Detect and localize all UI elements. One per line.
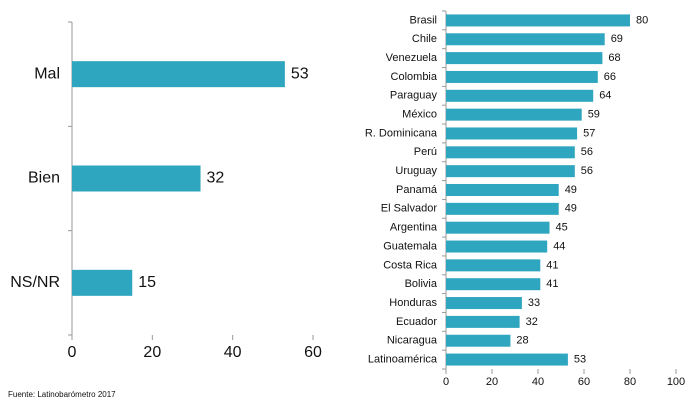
x-tick-label: 0 [68,344,77,361]
x-tick-label: 60 [578,376,590,388]
value-label: 53 [291,65,309,82]
y-tick-label: Venezuela [386,52,438,64]
bar [446,278,541,291]
value-label: 32 [207,170,225,187]
y-tick-label: Guatemala [383,240,438,252]
y-tick-label: Nicaragua [387,335,438,347]
value-label: 15 [138,274,156,291]
bar [446,297,522,310]
bar [446,202,559,215]
bar [446,315,520,328]
bar [446,184,559,196]
y-tick-label: Mal [34,65,60,82]
bar [446,221,550,234]
bar [446,353,568,366]
value-label: 64 [599,90,611,102]
value-label: 45 [556,222,568,234]
value-label: 33 [528,297,540,309]
y-tick-label: Colombia [391,71,438,83]
y-tick-label: Chile [412,33,437,45]
bar [72,269,133,296]
bar [446,259,541,272]
bar [446,108,582,121]
x-tick-label: 80 [624,376,636,388]
value-label: 49 [565,203,577,215]
bar [72,165,201,192]
value-label: 69 [611,33,623,45]
bar [446,14,630,27]
value-label: 56 [581,165,593,177]
y-tick-label: Argentina [390,222,438,234]
x-tick-label: 40 [532,376,544,388]
x-tick-label: 20 [486,376,498,388]
bar [446,33,605,46]
y-tick-label: NS/NR [10,274,60,291]
x-tick-label: 20 [143,344,161,361]
y-tick-label: Bolivia [405,278,438,290]
y-tick-label: Ecuador [396,316,437,328]
bar [446,240,548,253]
bar [72,61,285,88]
y-tick-label: Brasil [409,14,437,26]
y-tick-label: Panamá [396,184,438,196]
value-label: 44 [553,240,565,252]
x-tick-label: 60 [304,344,322,361]
bar [446,89,594,102]
bar [446,127,578,140]
y-tick-label: Paraguay [390,90,438,102]
bar [446,52,603,65]
value-label: 49 [565,184,577,196]
y-tick-label: Bien [28,170,60,187]
bar [446,70,598,83]
y-tick-label: R. Dominicana [365,127,438,139]
value-label: 68 [608,52,620,64]
value-label: 53 [574,353,586,365]
y-tick-label: Perú [414,146,437,158]
value-label: 41 [546,278,558,290]
x-tick-label: 0 [443,376,449,388]
x-tick-label: 40 [224,344,242,361]
value-label: 56 [581,146,593,158]
y-tick-label: Uruguay [395,165,437,177]
y-tick-label: Costa Rica [383,259,438,271]
source-note: Fuente: Latinobarómetro 2017 [8,390,116,399]
bar [446,334,511,347]
y-tick-label: Latinoamérica [368,353,438,365]
value-label: 66 [604,71,616,83]
value-label: 41 [546,259,558,271]
y-tick-label: México [402,109,437,121]
y-tick-label: Honduras [389,297,437,309]
value-label: 59 [588,109,600,121]
bar [446,165,575,178]
value-label: 57 [583,127,595,139]
value-label: 28 [516,335,528,347]
bar [446,146,575,159]
y-tick-label: El Salvador [381,203,438,215]
value-label: 80 [636,14,648,26]
value-label: 32 [526,316,538,328]
x-tick-label: 100 [667,376,685,388]
